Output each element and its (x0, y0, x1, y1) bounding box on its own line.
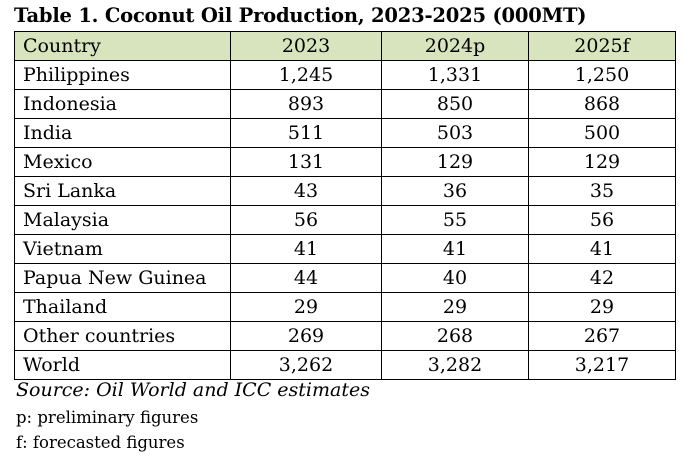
value-cell-2024p: 40 (381, 263, 529, 293)
value-cell-2024p: 3,282 (381, 350, 529, 380)
value-cell-2024p: 268 (381, 321, 529, 351)
table-row-total: World 3,262 3,282 3,217 (14, 350, 676, 380)
footnote-forecasted: f: forecasted figures (16, 433, 185, 452)
value-cell-2024p: 503 (381, 118, 529, 148)
table-title: Table 1. Coconut Oil Production, 2023-20… (14, 4, 587, 27)
value-cell-2024p: 55 (381, 205, 529, 235)
value-cell-2025f: 56 (528, 205, 676, 235)
value-cell-2025f: 267 (528, 321, 676, 351)
value-cell-2025f: 500 (528, 118, 676, 148)
column-header-2023: 2023 (230, 31, 382, 61)
country-cell: Thailand (14, 292, 231, 322)
table-row: Malaysia 56 55 56 (14, 205, 676, 235)
value-cell-2023: 131 (230, 147, 382, 177)
country-cell: India (14, 118, 231, 148)
country-cell: Other countries (14, 321, 231, 351)
value-cell-2025f: 42 (528, 263, 676, 293)
value-cell-2023: 56 (230, 205, 382, 235)
country-cell: Malaysia (14, 205, 231, 235)
table-row: Mexico 131 129 129 (14, 147, 676, 177)
value-cell-2025f: 3,217 (528, 350, 676, 380)
value-cell-2025f: 868 (528, 89, 676, 119)
country-cell: Philippines (14, 60, 231, 90)
table-row: Other countries 269 268 267 (14, 321, 676, 351)
table-row: Papua New Guinea 44 40 42 (14, 263, 676, 293)
table-row: Thailand 29 29 29 (14, 292, 676, 322)
value-cell-2023: 1,245 (230, 60, 382, 90)
table-row: India 511 503 500 (14, 118, 676, 148)
table-row: Sri Lanka 43 36 35 (14, 176, 676, 206)
value-cell-2025f: 129 (528, 147, 676, 177)
country-cell: Vietnam (14, 234, 231, 264)
value-cell-2024p: 36 (381, 176, 529, 206)
country-cell: Indonesia (14, 89, 231, 119)
country-cell: World (14, 350, 231, 380)
value-cell-2025f: 35 (528, 176, 676, 206)
value-cell-2023: 269 (230, 321, 382, 351)
value-cell-2023: 3,262 (230, 350, 382, 380)
table-header-row: Country 2023 2024p 2025f (14, 31, 676, 61)
value-cell-2024p: 129 (381, 147, 529, 177)
value-cell-2024p: 850 (381, 89, 529, 119)
production-table: Country 2023 2024p 2025f Philippines 1,2… (14, 31, 676, 380)
value-cell-2023: 44 (230, 263, 382, 293)
country-cell: Papua New Guinea (14, 263, 231, 293)
value-cell-2025f: 1,250 (528, 60, 676, 90)
value-cell-2023: 893 (230, 89, 382, 119)
value-cell-2023: 29 (230, 292, 382, 322)
table-row: Philippines 1,245 1,331 1,250 (14, 60, 676, 90)
column-header-2024p: 2024p (381, 31, 529, 61)
value-cell-2024p: 41 (381, 234, 529, 264)
column-header-2025f: 2025f (528, 31, 676, 61)
value-cell-2023: 43 (230, 176, 382, 206)
table-row: Indonesia 893 850 868 (14, 89, 676, 119)
value-cell-2024p: 1,331 (381, 60, 529, 90)
table-row: Vietnam 41 41 41 (14, 234, 676, 264)
source-note: Source: Oil World and ICC estimates (16, 379, 370, 401)
value-cell-2025f: 41 (528, 234, 676, 264)
value-cell-2023: 511 (230, 118, 382, 148)
value-cell-2025f: 29 (528, 292, 676, 322)
footnote-preliminary: p: preliminary figures (16, 408, 199, 427)
country-cell: Sri Lanka (14, 176, 231, 206)
value-cell-2024p: 29 (381, 292, 529, 322)
value-cell-2023: 41 (230, 234, 382, 264)
country-cell: Mexico (14, 147, 231, 177)
column-header-country: Country (14, 31, 231, 61)
